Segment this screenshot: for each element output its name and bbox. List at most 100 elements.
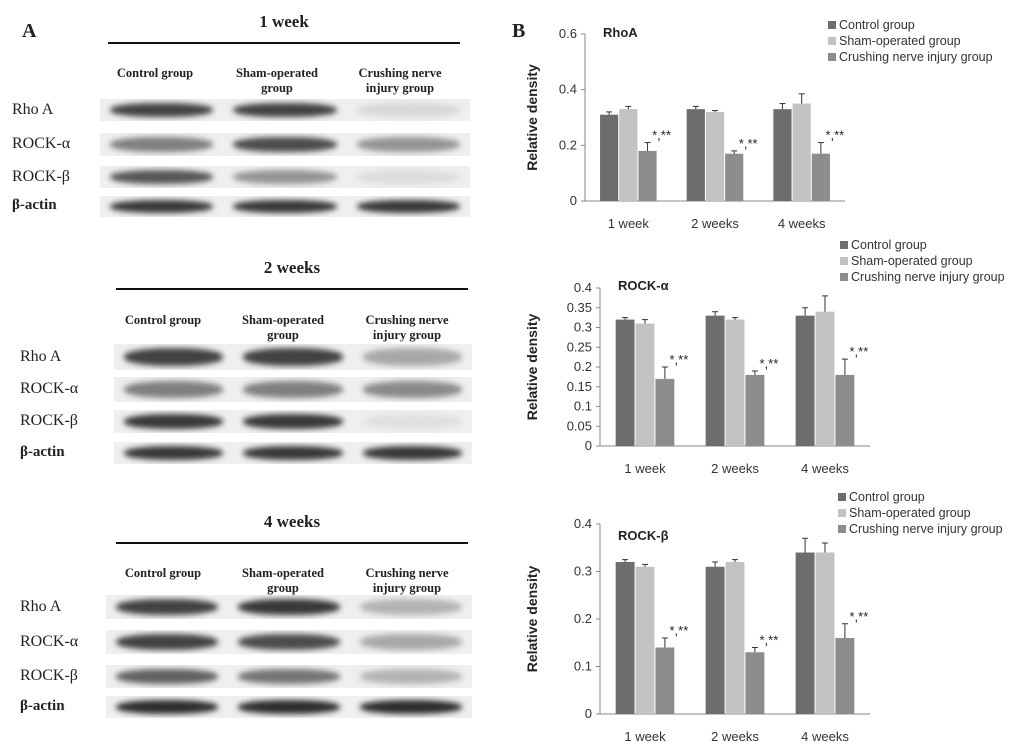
protein-band bbox=[124, 348, 224, 366]
bar bbox=[655, 378, 675, 446]
bar bbox=[835, 374, 855, 446]
bar bbox=[725, 562, 745, 714]
significance-label: *,** bbox=[850, 609, 869, 624]
protein-band bbox=[233, 103, 337, 117]
protein-band bbox=[243, 413, 343, 429]
bar bbox=[835, 638, 855, 714]
column-header: Crushing nerve injury group bbox=[358, 66, 442, 95]
protein-band bbox=[124, 413, 224, 429]
x-tick-label: 4 weeks bbox=[801, 729, 849, 744]
y-tick-label: 0.1 bbox=[574, 399, 592, 414]
legend-swatch bbox=[838, 525, 846, 533]
column-header: Control group bbox=[124, 566, 202, 580]
blot-strip bbox=[100, 195, 470, 217]
protein-band bbox=[243, 446, 343, 460]
blot-strip bbox=[114, 344, 472, 370]
legend-swatch bbox=[838, 493, 846, 501]
panel-a-label: A bbox=[22, 20, 37, 42]
significance-label: *,** bbox=[760, 356, 779, 371]
y-tick-label: 0.6 bbox=[559, 26, 577, 41]
legend-swatch bbox=[840, 257, 848, 265]
protein-band bbox=[238, 700, 340, 714]
legend-label: Crushing nerve injury group bbox=[849, 522, 1003, 536]
bar bbox=[615, 562, 635, 714]
y-axis-label: Relative density bbox=[524, 64, 540, 171]
row-label: β-actin bbox=[20, 698, 65, 714]
protein-band bbox=[356, 103, 460, 117]
blot-strip bbox=[106, 696, 472, 718]
bar bbox=[795, 552, 815, 714]
blot-strip bbox=[100, 132, 470, 156]
column-header: Sham-operated group bbox=[236, 66, 318, 95]
significance-label: *,** bbox=[670, 352, 689, 367]
chart-title: RhoA bbox=[603, 25, 638, 40]
bar bbox=[655, 647, 675, 714]
protein-band bbox=[362, 446, 462, 460]
y-tick-label: 0.35 bbox=[567, 300, 592, 315]
protein-band bbox=[110, 103, 214, 117]
row-label: Rho A bbox=[12, 101, 54, 118]
rock-beta-bar-chart: 0 0.1 0.2 0.3 0.4 Relative density ROCK-β *,** 1… bbox=[524, 490, 1003, 744]
bar bbox=[811, 153, 830, 201]
protein-band bbox=[110, 199, 214, 213]
column-header: Control group bbox=[116, 66, 194, 80]
blot-strip bbox=[114, 376, 472, 402]
protein-band bbox=[116, 634, 218, 650]
bar bbox=[615, 319, 635, 446]
column-header: Sham-operated group bbox=[242, 313, 324, 342]
row-label: ROCK-β bbox=[20, 667, 78, 684]
row-label: ROCK-β bbox=[20, 412, 78, 429]
protein-band bbox=[356, 170, 460, 184]
blot-strip bbox=[100, 166, 470, 188]
legend-label: Crushing nerve injury group bbox=[839, 50, 993, 64]
protein-band bbox=[124, 446, 224, 460]
bar bbox=[745, 374, 765, 446]
chart-title: ROCK-α bbox=[618, 278, 669, 293]
bar bbox=[635, 566, 655, 714]
column-header: Crushing nerve injury group bbox=[365, 313, 449, 342]
protein-band bbox=[356, 136, 460, 152]
column-header: Control group bbox=[124, 313, 202, 327]
column-header: Sham-operated group bbox=[242, 566, 324, 595]
bar bbox=[705, 315, 725, 446]
row-label: β-actin bbox=[20, 444, 65, 460]
legend-label: Sham-operated group bbox=[849, 506, 971, 520]
blot-title: 1 week bbox=[259, 12, 309, 31]
significance-label: *,** bbox=[850, 344, 869, 359]
legend-swatch bbox=[840, 241, 848, 249]
bar bbox=[600, 114, 619, 201]
blot-title-rule bbox=[108, 42, 460, 44]
bar bbox=[725, 319, 745, 446]
bar bbox=[745, 652, 765, 714]
blot-strip bbox=[100, 99, 470, 121]
y-axis-label: Relative density bbox=[524, 565, 540, 672]
protein-band bbox=[116, 668, 218, 684]
bar bbox=[705, 566, 725, 714]
protein-band bbox=[238, 668, 340, 684]
x-tick-label: 1 week bbox=[624, 729, 666, 744]
blot-title-rule bbox=[116, 542, 468, 544]
legend-swatch bbox=[828, 21, 836, 29]
bar bbox=[705, 111, 725, 201]
blot-title: 4 weeks bbox=[263, 512, 321, 531]
y-tick-label: 0.2 bbox=[574, 611, 592, 626]
legend-label: Sham-operated group bbox=[851, 254, 973, 268]
x-tick-label: 2 weeks bbox=[711, 729, 759, 744]
bar bbox=[795, 315, 815, 446]
blot-strip bbox=[114, 442, 472, 464]
protein-band bbox=[233, 170, 337, 184]
blot-strip bbox=[106, 664, 472, 688]
y-tick-label: 0 bbox=[570, 193, 577, 208]
protein-band bbox=[116, 599, 218, 615]
blot-strip bbox=[106, 630, 472, 654]
x-tick-label: 2 weeks bbox=[711, 461, 759, 476]
protein-band bbox=[362, 380, 462, 398]
x-tick-label: 4 weeks bbox=[801, 461, 849, 476]
bar bbox=[815, 311, 835, 446]
protein-band bbox=[362, 413, 462, 429]
bar bbox=[773, 109, 792, 201]
protein-band bbox=[238, 634, 340, 650]
protein-band bbox=[360, 668, 462, 684]
y-tick-label: 0.3 bbox=[574, 320, 592, 335]
significance-label: *,** bbox=[739, 136, 758, 151]
